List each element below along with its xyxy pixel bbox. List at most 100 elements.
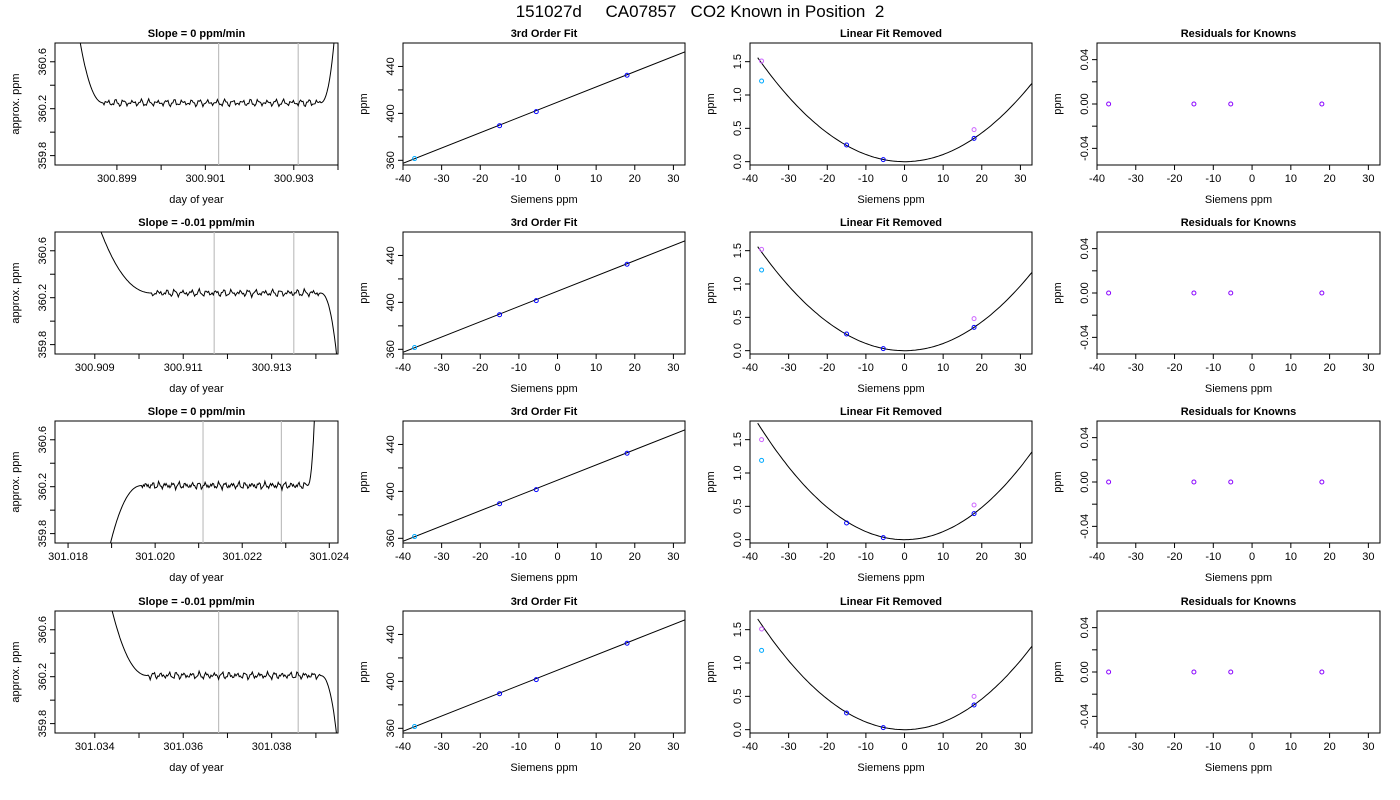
y-tick-label: 0.04 (1079, 49, 1091, 70)
x-tick-label: -10 (1205, 362, 1221, 374)
x-tick-label: 301.020 (135, 551, 175, 563)
y-tick-label: 360.6 (37, 616, 49, 644)
y-axis-label: approx. ppm (10, 641, 22, 702)
x-tick-label: 300.899 (97, 173, 137, 185)
data-point (971, 324, 977, 330)
y-tick-label: 360 (385, 719, 397, 737)
x-tick-label: 10 (937, 362, 949, 374)
x-tick-label: 10 (590, 173, 602, 185)
y-tick-label: 1.5 (732, 243, 744, 258)
data-point (844, 142, 850, 148)
concentration-trace (110, 421, 315, 543)
panel-title: Slope = 0 ppm/min (148, 28, 246, 40)
data-point (880, 157, 886, 163)
y-tick-label: 360 (385, 151, 397, 169)
concentration-trace (79, 43, 335, 109)
y-tick-label: 0.0 (732, 154, 744, 169)
x-tick-label: 30 (1014, 173, 1026, 185)
data-point (412, 724, 418, 730)
x-tick-label: -20 (1167, 173, 1183, 185)
plot-frame (749, 231, 1033, 355)
x-axis-label: Siemens ppm (1205, 383, 1272, 395)
x-tick-label: 30 (1362, 362, 1374, 374)
plot-frame (54, 420, 339, 544)
x-axis-label: Siemens ppm (1205, 194, 1272, 206)
data-point (533, 109, 539, 115)
data-point (412, 345, 418, 351)
plot-frame (1096, 610, 1381, 734)
x-tick-label: -20 (1167, 741, 1183, 753)
data-point (624, 72, 630, 78)
data-point (497, 501, 503, 507)
y-tick-label: 0.00 (1079, 282, 1091, 303)
data-point (1191, 101, 1197, 107)
plot-data (100, 232, 338, 354)
panel-4: Residuals for Knowns Siemens ppm ppm -40 -30… (1052, 28, 1381, 206)
y-tick-label: 360.6 (37, 426, 49, 454)
x-tick-label: -30 (781, 551, 797, 563)
data-point (971, 135, 977, 141)
y-tick-label: 0.5 (732, 121, 744, 136)
x-tick-label: -10 (511, 741, 527, 753)
x-tick-label: 0 (901, 741, 907, 753)
data-point (759, 58, 765, 64)
y-tick-label: 440 (385, 435, 397, 453)
data-point (1191, 290, 1197, 296)
y-tick-label: 0.00 (1079, 93, 1091, 114)
panel-title: Linear Fit Removed (840, 217, 942, 229)
x-tick-label: 301.038 (252, 741, 292, 753)
data-point (1319, 669, 1325, 675)
x-tick-label: 0 (554, 741, 560, 753)
x-tick-label: -30 (1128, 173, 1144, 185)
x-tick-label: 20 (1323, 741, 1335, 753)
x-tick-label: 0 (1249, 173, 1255, 185)
panel-7: Linear Fit Removed Siemens ppm ppm -40 -30 -2… (705, 217, 1033, 395)
data-point (971, 502, 977, 508)
x-tick-label: 30 (667, 551, 679, 563)
x-tick-label: 20 (1323, 551, 1335, 563)
fit-line (403, 619, 685, 732)
plot-data (403, 429, 685, 542)
plot-data (403, 240, 685, 353)
data-point (880, 535, 886, 541)
y-tick-label: 360.6 (37, 237, 49, 265)
x-tick-label: 30 (1362, 551, 1374, 563)
y-tick-label: 360.2 (37, 663, 49, 691)
x-tick-label: -30 (1128, 551, 1144, 563)
y-axis-label: ppm (358, 471, 370, 492)
x-tick-label: -30 (434, 173, 450, 185)
y-tick-label: 400 (385, 482, 397, 500)
panel-5: Slope = -0.01 ppm/min day of year approx. … (10, 217, 339, 395)
fit-line (403, 429, 685, 542)
x-tick-label: -40 (1089, 741, 1105, 753)
x-axis-label: Siemens ppm (1205, 762, 1272, 774)
x-tick-label: -10 (511, 173, 527, 185)
x-tick-label: 0 (1249, 551, 1255, 563)
data-point (971, 693, 977, 699)
data-point (533, 487, 539, 493)
y-axis-label: approx. ppm (10, 451, 22, 512)
y-tick-label: 400 (385, 104, 397, 122)
x-tick-label: 30 (667, 741, 679, 753)
x-tick-label: -30 (781, 173, 797, 185)
plot-data (403, 51, 685, 164)
x-tick-label: 20 (1323, 362, 1335, 374)
data-point (624, 450, 630, 456)
plot-data (757, 422, 1032, 541)
x-tick-label: 301.036 (163, 741, 203, 753)
x-tick-label: -30 (434, 551, 450, 563)
data-point (497, 123, 503, 129)
x-tick-label: -20 (819, 551, 835, 563)
fit-curve (757, 57, 1032, 163)
x-tick-label: 10 (937, 173, 949, 185)
plot-frame (749, 420, 1033, 544)
panel-3: Linear Fit Removed Siemens ppm ppm -40 -30 -2… (705, 28, 1033, 206)
panel-title: Slope = -0.01 ppm/min (138, 596, 255, 608)
x-tick-label: -30 (434, 741, 450, 753)
x-tick-label: 0 (1249, 362, 1255, 374)
panel-13: Slope = -0.01 ppm/min day of year approx. … (10, 596, 339, 774)
y-axis-label: ppm (705, 93, 717, 114)
y-tick-label: 0.0 (732, 722, 744, 737)
x-tick-label: 0 (554, 362, 560, 374)
plot-frame (54, 42, 339, 166)
